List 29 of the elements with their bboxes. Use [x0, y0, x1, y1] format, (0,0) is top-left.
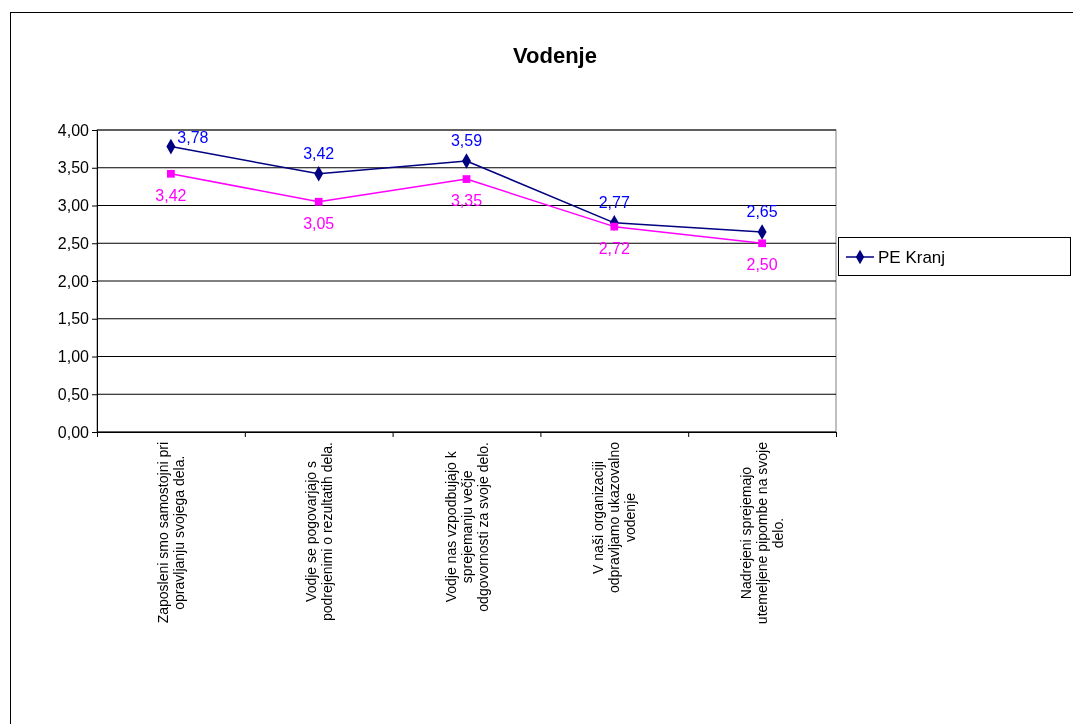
- x-tick-label: V naši organizaciji odpravljamo ukazovalno vodenje: [590, 441, 639, 593]
- data-label: 2,72: [598, 239, 630, 257]
- y-tick-label: 3,00: [57, 197, 90, 215]
- data-label: 3,78: [177, 128, 209, 146]
- y-tick-label: 2,50: [57, 234, 90, 252]
- x-tick-label: Vodje nas vzpodbujajo k sprejemanju večje odgovornosti za svoje delo.: [442, 442, 491, 612]
- y-tick-label: 0,00: [57, 423, 90, 441]
- point: [167, 169, 175, 178]
- chart-title: Vodenje: [513, 43, 597, 68]
- y-tick-label: 1,50: [57, 310, 90, 328]
- point: [758, 239, 766, 248]
- point: [314, 197, 323, 206]
- data-label: 3,05: [303, 214, 335, 232]
- data-label: 2,65: [746, 202, 778, 220]
- data-label: 3,42: [155, 186, 187, 204]
- x-tick-label: Nadrejeni sprejemajo utemeljene pipombe na svoje delo.: [738, 441, 787, 625]
- y-tick-label: 2,00: [57, 272, 90, 290]
- y-tick-label: 4,00: [57, 121, 90, 139]
- y-tick-label: 1,00: [57, 348, 90, 366]
- data-label: 2,50: [746, 256, 778, 274]
- x-tick-label: Zaposleni smo samostojni pri opravljanju svojega dela.: [154, 442, 187, 624]
- data-label: 3,59: [450, 131, 483, 149]
- data-label: 3,35: [450, 192, 483, 210]
- data-label: 3,42: [303, 144, 335, 162]
- point: [462, 175, 471, 183]
- y-tick-label: 3,50: [57, 159, 90, 177]
- x-tick-label: Vodje se pogovarjajo s podrejenimi o rezultatih dela.: [302, 442, 335, 621]
- y-tick-label: 0,50: [57, 385, 90, 403]
- legend-label: PE Kranj: [878, 248, 946, 267]
